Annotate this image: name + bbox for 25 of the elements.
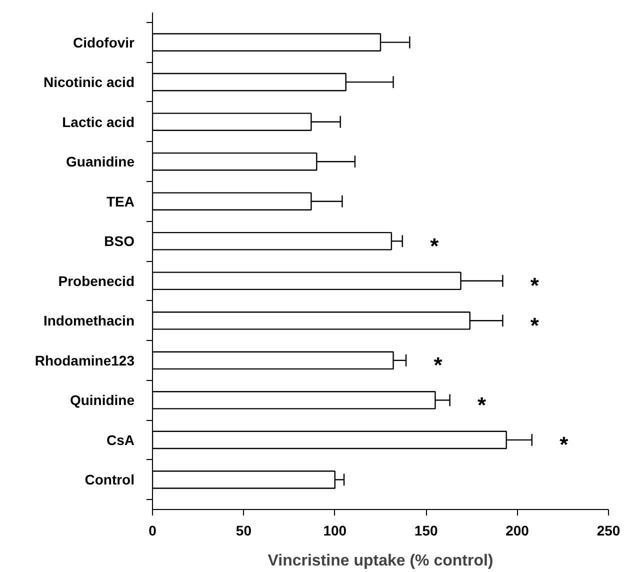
data-label: *	[560, 432, 569, 458]
x-axis-title: Vincristine uptake (% control)	[268, 552, 494, 570]
y-tick-label: BSO	[104, 233, 135, 250]
y-tick-label: Rhodamine123	[34, 352, 135, 368]
x-tick-label: 50	[236, 522, 252, 538]
data-label: *	[430, 233, 440, 258]
x-tick-label: 150	[414, 522, 438, 538]
x-tick-label: 100	[323, 522, 347, 538]
y-tick-label: Probenecid	[58, 272, 135, 289]
x-tick-label: 0	[148, 522, 157, 538]
y-tick-label: Cidofovir	[73, 34, 136, 50]
x-tick-label: 250	[596, 522, 620, 538]
data-label: *	[434, 352, 443, 378]
y-tick-label: Guanidine	[66, 154, 135, 170]
y-tick-label: Lactic acid	[62, 114, 135, 130]
y-tick-label: Quinidine	[70, 392, 135, 408]
data-label: *	[478, 392, 487, 418]
y-tick-label: TEA	[106, 193, 134, 210]
data-label: *	[530, 273, 540, 298]
data-label: *	[530, 312, 540, 338]
y-tick-label: Control	[84, 472, 134, 488]
x-tick-label: 200	[506, 522, 530, 538]
y-tick-label: Nicotinic acid	[43, 74, 135, 90]
y-tick-label: CsA	[106, 432, 135, 448]
y-tick-label: Indomethacin	[43, 312, 135, 329]
